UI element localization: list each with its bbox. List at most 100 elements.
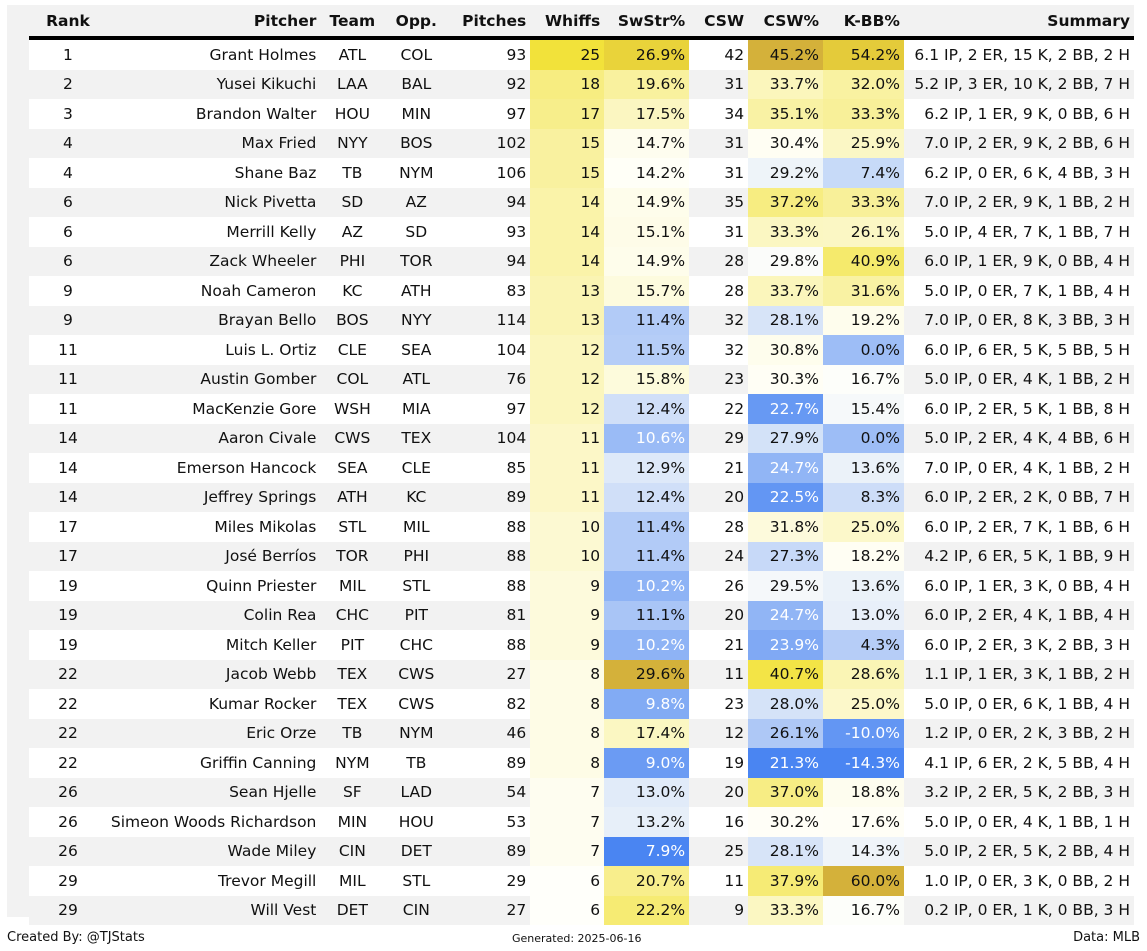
cell-whiffs: 9 bbox=[530, 630, 605, 660]
cell-summary: 7.0 IP, 0 ER, 8 K, 3 BB, 3 H bbox=[903, 305, 1134, 335]
cell-pitches: 46 bbox=[448, 718, 531, 748]
cell-pitches: 102 bbox=[448, 128, 531, 158]
cell-swstr: 14.2% bbox=[604, 158, 690, 188]
cell-swstr: 29.6% bbox=[604, 659, 690, 689]
cell-whiffs: 12 bbox=[530, 364, 605, 394]
cell-pitcher: Shane Baz bbox=[106, 158, 321, 188]
cell-swstr: 12.4% bbox=[604, 394, 690, 424]
cell-summary: 1.0 IP, 0 ER, 3 K, 0 BB, 2 H bbox=[903, 866, 1134, 896]
cell-csw-pct: 37.2% bbox=[748, 187, 824, 217]
cell-rank: 11 bbox=[29, 364, 107, 394]
header-rank[interactable]: Rank bbox=[46, 11, 90, 30]
cell-pitcher: Griffin Canning bbox=[106, 748, 321, 778]
cell-pitcher: Jeffrey Springs bbox=[106, 482, 321, 512]
cell-rank: 19 bbox=[29, 571, 107, 601]
header-opp[interactable]: Opp. bbox=[395, 11, 437, 30]
cell-team: TEX bbox=[320, 659, 385, 689]
cell-rank: 4 bbox=[29, 158, 107, 188]
cell-opp: DET bbox=[384, 836, 449, 866]
cell-k-bb: 13.6% bbox=[823, 453, 904, 483]
table-row: 2 Yusei Kikuchi LAA BAL 92 18 19.6% 31 33.7% 32.0… bbox=[29, 69, 1134, 99]
cell-team: CHC bbox=[320, 600, 385, 630]
footer-source: Data: MLB bbox=[1073, 930, 1140, 945]
cell-csw-pct: 29.8% bbox=[748, 246, 824, 276]
cell-summary: 5.0 IP, 0 ER, 7 K, 1 BB, 4 H bbox=[903, 276, 1134, 306]
cell-team: BOS bbox=[320, 305, 385, 335]
cell-swstr: 17.4% bbox=[604, 718, 690, 748]
header-team[interactable]: Team bbox=[329, 11, 376, 30]
cell-csw-pct: 35.1% bbox=[748, 99, 824, 129]
cell-csw-pct: 27.3% bbox=[748, 541, 824, 571]
cell-opp: NYM bbox=[384, 718, 449, 748]
cell-opp: NYY bbox=[384, 305, 449, 335]
cell-summary: 5.0 IP, 2 ER, 4 K, 4 BB, 6 H bbox=[903, 423, 1134, 453]
cell-opp: BAL bbox=[384, 69, 449, 99]
table-row: 3 Brandon Walter HOU MIN 97 17 17.5% 34 35.1% 33.… bbox=[29, 99, 1134, 129]
cell-csw: 21 bbox=[689, 630, 749, 660]
cell-whiffs: 15 bbox=[530, 128, 605, 158]
cell-rank: 6 bbox=[29, 217, 107, 247]
cell-pitches: 83 bbox=[448, 276, 531, 306]
cell-csw: 31 bbox=[689, 69, 749, 99]
cell-team: CLE bbox=[320, 335, 385, 365]
cell-csw: 23 bbox=[689, 689, 749, 719]
header-csw-pct[interactable]: CSW% bbox=[763, 11, 820, 30]
table-row: 14 Jeffrey Springs ATH KC 89 11 12.4% 20 22.5% 8.… bbox=[29, 482, 1134, 512]
cell-pitches: 89 bbox=[448, 482, 531, 512]
cell-team: CIN bbox=[320, 836, 385, 866]
cell-opp: CLE bbox=[384, 453, 449, 483]
table-row: 22 Jacob Webb TEX CWS 27 8 29.6% 11 40.7% 28.6% 1.… bbox=[29, 659, 1134, 689]
cell-team: TB bbox=[320, 158, 385, 188]
header-whiffs[interactable]: Whiffs bbox=[544, 11, 601, 30]
cell-pitcher: Grant Holmes bbox=[106, 38, 321, 70]
cell-k-bb: 19.2% bbox=[823, 305, 904, 335]
cell-pitches: 76 bbox=[448, 364, 531, 394]
header-swstr[interactable]: SwStr% bbox=[617, 11, 686, 30]
cell-pitcher: Wade Miley bbox=[106, 836, 321, 866]
cell-k-bb: 0.0% bbox=[823, 423, 904, 453]
cell-csw-pct: 27.9% bbox=[748, 423, 824, 453]
cell-opp: MIL bbox=[384, 512, 449, 542]
cell-summary: 6.0 IP, 1 ER, 9 K, 0 BB, 4 H bbox=[903, 246, 1134, 276]
cell-pitches: 88 bbox=[448, 512, 531, 542]
cell-swstr: 22.2% bbox=[604, 895, 690, 925]
cell-swstr: 15.8% bbox=[604, 364, 690, 394]
cell-whiffs: 9 bbox=[530, 571, 605, 601]
cell-team: TB bbox=[320, 718, 385, 748]
cell-rank: 1 bbox=[29, 38, 107, 70]
cell-swstr: 11.1% bbox=[604, 600, 690, 630]
cell-opp: AZ bbox=[384, 187, 449, 217]
cell-k-bb: 60.0% bbox=[823, 866, 904, 896]
cell-summary: 5.0 IP, 4 ER, 7 K, 1 BB, 7 H bbox=[903, 217, 1134, 247]
cell-whiffs: 11 bbox=[530, 482, 605, 512]
cell-pitcher: Trevor Megill bbox=[106, 866, 321, 896]
cell-rank: 6 bbox=[29, 187, 107, 217]
cell-csw-pct: 29.5% bbox=[748, 571, 824, 601]
cell-team: KC bbox=[320, 276, 385, 306]
cell-pitcher: José Berríos bbox=[106, 541, 321, 571]
header-pitcher[interactable]: Pitcher bbox=[253, 11, 317, 30]
cell-summary: 7.0 IP, 0 ER, 4 K, 1 BB, 2 H bbox=[903, 453, 1134, 483]
header-pitches[interactable]: Pitches bbox=[462, 11, 527, 30]
header-csw[interactable]: CSW bbox=[704, 11, 745, 30]
table-row: 14 Aaron Civale CWS TEX 104 11 10.6% 29 27.9% 0.0… bbox=[29, 423, 1134, 453]
cell-k-bb: 17.6% bbox=[823, 807, 904, 837]
cell-summary: 6.0 IP, 2 ER, 3 K, 2 BB, 3 H bbox=[903, 630, 1134, 660]
header-summary[interactable]: Summary bbox=[1047, 11, 1130, 30]
cell-opp: CHC bbox=[384, 630, 449, 660]
cell-summary: 0.2 IP, 0 ER, 1 K, 0 BB, 3 H bbox=[903, 895, 1134, 925]
cell-pitches: 27 bbox=[448, 659, 531, 689]
cell-team: ATL bbox=[320, 38, 385, 70]
cell-pitcher: Brandon Walter bbox=[106, 99, 321, 129]
cell-team: MIL bbox=[320, 866, 385, 896]
header-k-bb[interactable]: K-BB% bbox=[843, 11, 900, 30]
cell-rank: 26 bbox=[29, 807, 107, 837]
cell-csw-pct: 28.1% bbox=[748, 836, 824, 866]
cell-rank: 22 bbox=[29, 689, 107, 719]
cell-pitcher: Quinn Priester bbox=[106, 571, 321, 601]
cell-csw: 9 bbox=[689, 895, 749, 925]
cell-whiffs: 14 bbox=[530, 246, 605, 276]
cell-swstr: 14.7% bbox=[604, 128, 690, 158]
cell-csw: 29 bbox=[689, 423, 749, 453]
table-row: 11 Luis L. Ortiz CLE SEA 104 12 11.5% 32 30.8% 0.… bbox=[29, 335, 1134, 365]
